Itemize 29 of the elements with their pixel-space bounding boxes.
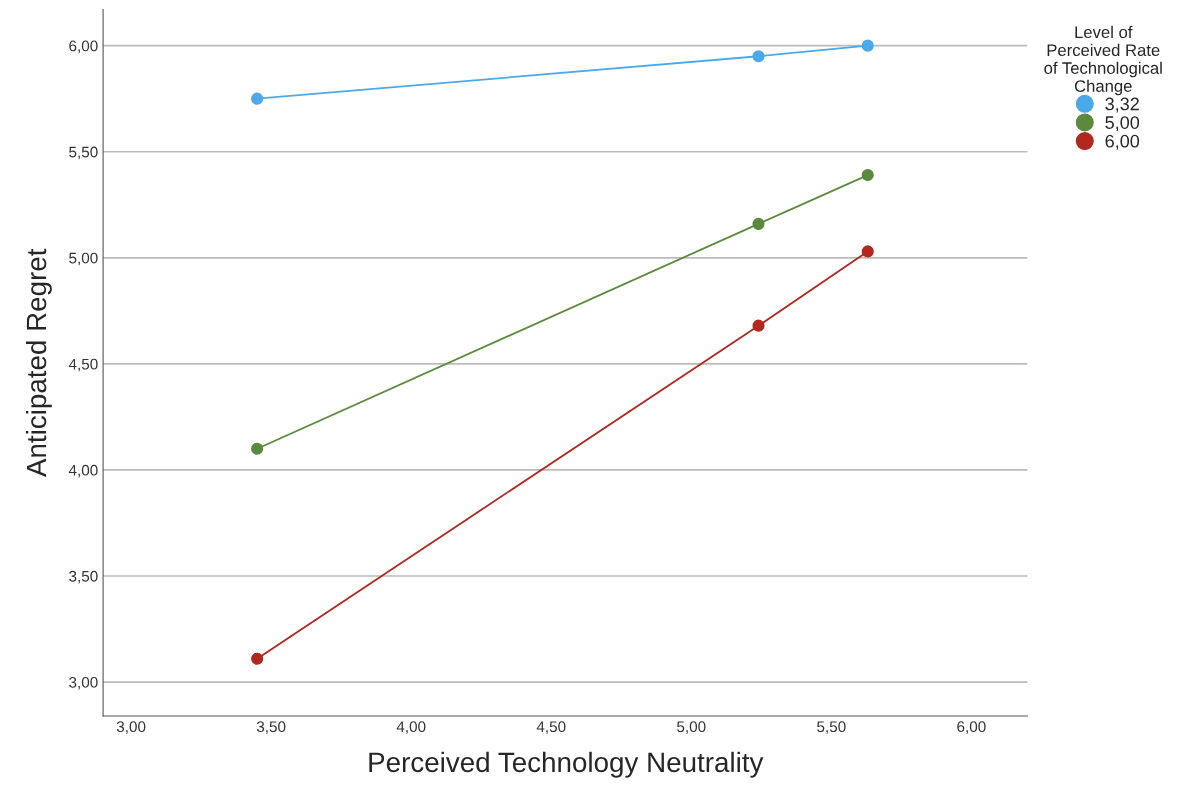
x-tick-label: 3,50 xyxy=(256,721,286,734)
point xyxy=(752,319,765,332)
y-tick-label: 4,50 xyxy=(68,358,98,372)
y-tick-label: 3,50 xyxy=(69,570,98,584)
legend-label: 6,00 xyxy=(1105,134,1140,150)
point xyxy=(752,50,765,63)
x-tick-label: 5,50 xyxy=(817,721,846,734)
x-tick-label: 6,00 xyxy=(957,721,986,734)
y-tick-label: 5,00 xyxy=(69,252,98,266)
point xyxy=(861,245,874,258)
legend-label: 5,00 xyxy=(1105,116,1140,132)
x-tick-label: 5,00 xyxy=(677,721,706,734)
y-tick-label: 4,00 xyxy=(68,464,98,478)
point xyxy=(752,217,765,230)
point xyxy=(861,39,874,52)
legend-title: Level of Perceived Rate of Technological Change xyxy=(1044,25,1162,96)
y-tick-label: 3,00 xyxy=(69,676,98,690)
x-tick-label: 3,00 xyxy=(116,721,146,734)
x-tick-label: 4,00 xyxy=(396,721,426,734)
x-axis-title: Perceived Technology Neutrality xyxy=(369,751,764,778)
point xyxy=(861,168,874,182)
y-tick-label: 5,50 xyxy=(69,146,98,160)
y-axis-title: Anticipated Regret xyxy=(25,248,52,477)
point xyxy=(251,652,264,665)
y-tick-label: 6,00 xyxy=(69,40,98,54)
x-tick-label: 4,50 xyxy=(536,721,566,734)
point xyxy=(251,92,264,105)
point xyxy=(251,442,264,455)
legend-label: 3,32 xyxy=(1105,97,1139,113)
